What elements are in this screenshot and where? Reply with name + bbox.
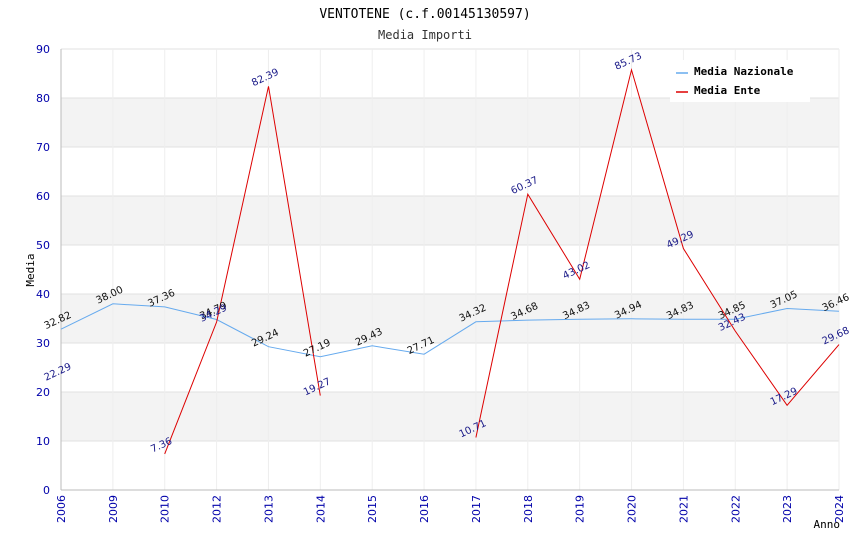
x-tick-label: 2009 <box>107 495 120 523</box>
legend-label-media-nazionale: Media Nazionale <box>694 65 794 78</box>
series-line-media-ente <box>475 67 840 438</box>
data-label-media-ente: 22.29 <box>43 361 74 383</box>
legend: Media Nazionale Media Ente <box>670 60 810 102</box>
y-tick-label: 60 <box>36 190 50 203</box>
data-label-media-ente: 43.02 <box>561 260 592 282</box>
x-tick-label: 2017 <box>470 495 483 523</box>
x-tick-label: 2015 <box>366 495 379 523</box>
legend-label-media-ente: Media Ente <box>694 84 761 97</box>
x-tick-label: 2019 <box>574 495 587 523</box>
grid-bands <box>61 98 839 441</box>
y-tick-label: 80 <box>36 92 50 105</box>
y-tick-label: 30 <box>36 337 50 350</box>
x-tick-label: 2021 <box>677 495 690 523</box>
data-label-media-ente: 60.37 <box>509 175 540 197</box>
grid-band <box>61 196 839 245</box>
data-label-media-ente: 85.73 <box>613 51 644 73</box>
series-line-media-nazionale <box>60 303 840 358</box>
x-tick-label: 2020 <box>626 495 639 523</box>
chart-title: VENTOTENE (c.f.00145130597) <box>319 7 530 22</box>
grid-band <box>61 98 839 147</box>
y-axis-ticks: 0 10 20 30 40 50 60 70 80 90 <box>36 43 50 497</box>
x-tick-label: 2023 <box>781 495 794 523</box>
x-tick-label: 2024 <box>833 495 846 523</box>
y-tick-label: 90 <box>36 43 50 56</box>
x-axis-ticks: 2006 2009 2010 2012 2013 2014 2015 2016 2017 2018… <box>55 495 846 523</box>
x-tick-label: 2010 <box>159 495 172 523</box>
grid-band <box>61 392 839 441</box>
series-lines <box>60 67 840 455</box>
y-axis-label: Media <box>24 253 37 286</box>
x-tick-label: 2018 <box>522 495 535 523</box>
y-tick-label: 40 <box>36 288 50 301</box>
y-tick-label: 70 <box>36 141 50 154</box>
legend-background <box>670 60 810 102</box>
x-tick-label: 2006 <box>55 495 68 523</box>
y-tick-label: 50 <box>36 239 50 252</box>
x-tick-label: 2022 <box>729 495 742 523</box>
x-tick-label: 2013 <box>262 495 275 523</box>
chart-subtitle: Media Importi <box>378 28 472 42</box>
y-tick-label: 20 <box>36 386 50 399</box>
y-tick-label: 0 <box>43 484 50 497</box>
x-tick-label: 2016 <box>418 495 431 523</box>
data-label-media-ente: 82.39 <box>250 67 281 89</box>
y-tick-label: 10 <box>36 435 50 448</box>
x-axis-label: Anno <box>814 518 841 531</box>
series-line-media-ente <box>164 86 321 455</box>
x-tick-label: 2014 <box>314 495 327 523</box>
grid-band <box>61 294 839 343</box>
x-tick-label: 2012 <box>211 495 224 523</box>
